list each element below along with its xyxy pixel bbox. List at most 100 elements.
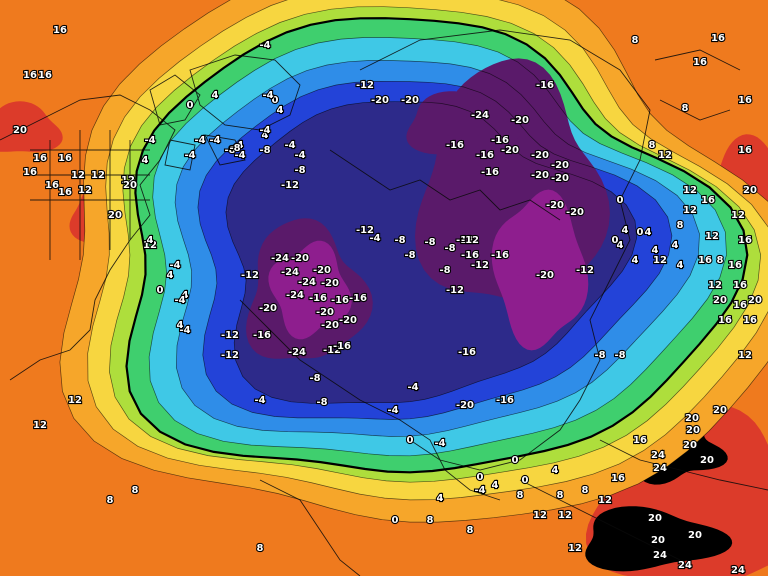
contour-label: 16 (611, 473, 625, 484)
contour-label: -4 (387, 405, 398, 416)
asia-border-2 (599, 439, 768, 491)
africa-coast (259, 479, 361, 576)
contour-label: -20 (456, 400, 474, 411)
contour-label: 24 (653, 550, 667, 561)
contour-label: 16 (58, 153, 72, 164)
contour-label: -20 (551, 173, 569, 184)
contour-label: 0 (612, 235, 619, 246)
contour-label: 12 (683, 185, 697, 196)
contour-label: 12 (71, 170, 85, 181)
contour-label: -20 (321, 320, 339, 331)
contour-label: 12 (558, 510, 572, 521)
contour-label: 12 (91, 170, 105, 181)
contour-label: 4 (437, 493, 444, 504)
contour-label: 8 (682, 103, 689, 114)
contour-4 (109, 6, 762, 483)
contour-label: -8 (316, 397, 327, 408)
contour-label: -12 (446, 285, 464, 296)
contour-label: 24 (651, 450, 665, 461)
contour-label: -4 (174, 295, 185, 306)
us-state-grid (30, 130, 150, 260)
contour-label: 12 (705, 231, 719, 242)
contour-label: 4 (262, 130, 269, 141)
contour-label: 16 (733, 300, 747, 311)
contour-label: -4 (434, 438, 445, 449)
contour-label: -4 (407, 382, 418, 393)
contour--4 (148, 37, 727, 457)
contour-label: 4 (182, 290, 189, 301)
contour-12 (59, 0, 768, 523)
contour-label: 0 (392, 515, 399, 526)
contour-label: 12 (78, 185, 92, 196)
contour-label: -16 (309, 293, 327, 304)
contour-label: 4 (492, 480, 499, 491)
contour--16 (225, 101, 638, 404)
contour-label: 4 (672, 240, 679, 251)
contour-label: -16 (333, 341, 351, 352)
contour-label: 16 (701, 195, 715, 206)
contour-label: -20 (531, 150, 549, 161)
contour-label: -20 (531, 170, 549, 181)
contour-label: 12 (533, 510, 547, 521)
contour-label: 4 (617, 240, 624, 251)
contour-label: 16 (45, 180, 59, 191)
zero-isotherm (125, 17, 749, 474)
contour-label: 0 (272, 95, 279, 106)
contour-label: 8 (632, 35, 639, 46)
contour-label: 16 (738, 145, 752, 156)
contour-label: -4 (144, 135, 155, 146)
contour-label: 16 (728, 260, 742, 271)
contour-label: 24 (678, 560, 692, 571)
contour-label: -16 (446, 140, 464, 151)
contour-label: -20 (316, 307, 334, 318)
contour-label: -24 (471, 110, 489, 121)
contour-label: 0 (522, 475, 529, 486)
contour-label: -4 (184, 150, 195, 161)
contour-label: -12 (221, 350, 239, 361)
contour-label: 12 (68, 395, 82, 406)
contour-label: 24 (731, 565, 745, 576)
band-minus24-canada (268, 240, 352, 340)
contour-label: -8 (614, 350, 625, 361)
contour-label: -16 (461, 250, 479, 261)
contour-label: -20 (371, 95, 389, 106)
contour-label: 16 (693, 57, 707, 68)
contour-label: 4 (167, 270, 174, 281)
contour-label: -20 (566, 207, 584, 218)
contour-label: -8 (404, 250, 415, 261)
contour-label: 4 (552, 465, 559, 476)
contour-label: -16 (349, 293, 367, 304)
contour-label: -20 (321, 278, 339, 289)
contour-label: 4 (142, 155, 149, 166)
contour-label: 12 (683, 205, 697, 216)
contour-label: -12 (241, 270, 259, 281)
contour-label: -4 (259, 125, 270, 136)
contour-label: -20 (313, 265, 331, 276)
contour-label: -20 (339, 315, 357, 326)
contour-label: -4 (259, 40, 270, 51)
contour-label: -24 (286, 290, 304, 301)
contour-label: 8 (257, 543, 264, 554)
contour-label: 20 (713, 405, 727, 416)
contour-label: -12 (281, 180, 299, 191)
contour-label: -16 (458, 347, 476, 358)
contour-label: -12 (356, 225, 374, 236)
contour-label: 8 (677, 220, 684, 231)
contour-label: -8 (229, 143, 240, 154)
contour-label: -24 (281, 267, 299, 278)
contour-label: 12 (568, 543, 582, 554)
contour-label: 12 (731, 210, 745, 221)
contour-label: -4 (262, 90, 273, 101)
zero-isotherm-path (125, 17, 749, 474)
contour-label: -8 (294, 165, 305, 176)
contour-label: 20 (743, 185, 757, 196)
contour-label: -12 (471, 260, 489, 271)
contour-label: 4 (622, 225, 629, 236)
contour-label: 8 (717, 255, 724, 266)
contour-label: 8 (517, 490, 524, 501)
contour-label: -16 (491, 135, 509, 146)
contour-label: 12 (33, 420, 47, 431)
contour-label: -8 (444, 243, 455, 254)
